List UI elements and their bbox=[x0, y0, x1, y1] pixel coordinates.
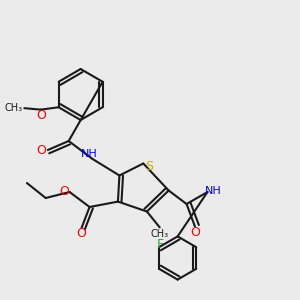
Text: F: F bbox=[156, 238, 164, 251]
Text: O: O bbox=[36, 143, 46, 157]
Text: O: O bbox=[36, 109, 46, 122]
Text: S: S bbox=[145, 160, 153, 173]
Text: O: O bbox=[190, 226, 200, 239]
Text: O: O bbox=[76, 227, 86, 240]
Text: NH: NH bbox=[205, 186, 221, 197]
Text: NH: NH bbox=[81, 148, 98, 159]
Text: CH₃: CH₃ bbox=[151, 229, 169, 239]
Text: CH₃: CH₃ bbox=[5, 103, 23, 113]
Text: O: O bbox=[59, 185, 69, 198]
